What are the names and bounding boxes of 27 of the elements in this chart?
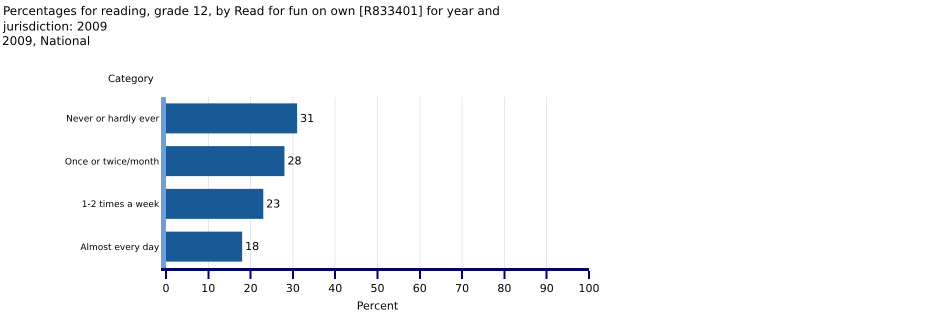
data-label: 18 bbox=[245, 240, 260, 254]
x-tick-label: 70 bbox=[455, 282, 470, 296]
y-tick-label: Once or twice/month bbox=[64, 157, 160, 168]
bar bbox=[166, 103, 298, 134]
x-tick-label: 50 bbox=[370, 282, 384, 296]
bar bbox=[166, 232, 242, 262]
data-label: 28 bbox=[287, 154, 302, 168]
y-axis-title: Category bbox=[108, 74, 154, 85]
text: 2009, National bbox=[2, 34, 90, 48]
x-tick-label: 30 bbox=[286, 282, 300, 296]
chart-title: Percentages for reading, grade 12, by Read for fun on own [R833401] for year and jurisdiction: 2009 bbox=[2, 4, 500, 34]
y-tick-label: 1-2 times a week bbox=[82, 200, 160, 210]
x-tick-label: 90 bbox=[540, 282, 554, 296]
x-tick-label: 100 bbox=[578, 282, 600, 296]
x-tick-label: 40 bbox=[328, 282, 342, 296]
bar bbox=[166, 188, 264, 219]
y-tick-label: Almost every day bbox=[80, 242, 160, 253]
x-axis-title: Percent bbox=[356, 299, 399, 312]
data-label: 23 bbox=[266, 197, 280, 210]
x-tick-label: 60 bbox=[412, 282, 427, 296]
x-tick-label: 20 bbox=[244, 282, 258, 296]
x-tick-label: 0 bbox=[162, 282, 170, 296]
y-tick-label: Never or hardly ever bbox=[66, 114, 160, 125]
x-tick-label: 10 bbox=[201, 282, 216, 296]
bar bbox=[166, 146, 284, 176]
x-tick-label: 80 bbox=[497, 282, 512, 296]
data-label: 31 bbox=[300, 112, 314, 125]
